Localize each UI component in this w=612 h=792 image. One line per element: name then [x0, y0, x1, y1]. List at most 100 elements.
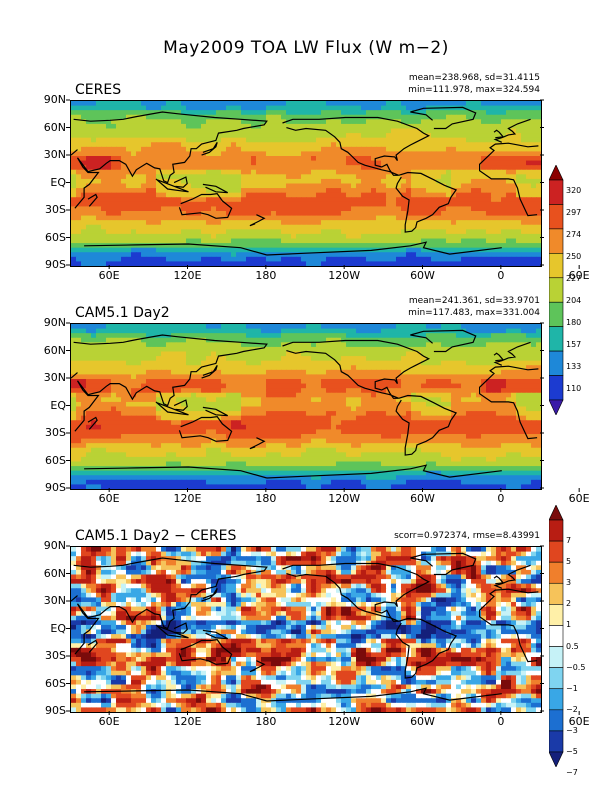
y-tick-label: 60S: [45, 453, 66, 467]
coastlines: [71, 329, 539, 479]
coastline-4: [410, 106, 477, 130]
colorbar-abs-label: 133: [566, 362, 582, 371]
panel-stats: mean=241.361, sd=33.9701 min=117.483, max…: [408, 295, 540, 319]
x-tick-label: 120E: [173, 492, 202, 505]
y-tick-label: 60N: [43, 566, 66, 580]
coastline-0: [71, 334, 539, 440]
map-field: [70, 323, 542, 490]
y-tick-label: EQ: [50, 175, 66, 189]
panel-stats: scorr=0.972374, rmse=8.43991: [394, 530, 540, 542]
coastline-8: [173, 622, 188, 634]
x-tick-label: 60E: [98, 269, 120, 282]
y-tick-label: 30N: [43, 371, 66, 384]
coastline-10: [493, 575, 505, 585]
x-tick-label: 60W: [410, 269, 435, 282]
y-tick-label: 60N: [43, 120, 66, 134]
colorbar-abs-label: 297: [566, 208, 582, 217]
colorbar-diff-label: −3: [566, 725, 578, 735]
coastline-7: [202, 183, 228, 194]
y-tick-label: 90S: [45, 481, 66, 494]
y-tick-label: EQ: [50, 621, 66, 635]
colorbar-diff-label: 7: [566, 536, 572, 546]
y-tick-label: 30S: [45, 649, 66, 662]
y-tick-label: 90S: [45, 258, 66, 271]
coastline-5: [84, 241, 502, 256]
y-tick-label: 60S: [45, 230, 66, 244]
map-field: [70, 100, 542, 267]
coastline-8: [173, 176, 188, 188]
coastline-10: [493, 129, 505, 139]
x-tick-label: 60W: [410, 492, 435, 505]
stats-line-2: min=111.978, max=324.594: [408, 85, 540, 95]
coastline-7: [202, 629, 228, 640]
coastlines: [71, 106, 539, 256]
x-tick-label: 60W: [410, 715, 435, 728]
stats-line-2: min=117.483, max=331.004: [408, 308, 540, 318]
coastline-2: [282, 562, 431, 622]
colorbar-diff-label: −7: [566, 768, 578, 778]
coastline-3: [395, 617, 458, 679]
colorbar-abs-label: 274: [566, 230, 582, 239]
coastline-11: [87, 193, 98, 207]
coastline-12: [249, 660, 266, 673]
y-tick-label: 60S: [45, 676, 66, 690]
coastline-2: [282, 339, 431, 399]
coastline-6: [155, 624, 189, 639]
stats-line-1: mean=238.968, sd=31.4115: [408, 73, 540, 83]
colorbar-abs-label: 250: [566, 252, 582, 261]
coastline-0: [71, 111, 539, 217]
colorbar-diff-label: −2: [566, 704, 578, 714]
coastline-11: [87, 416, 98, 430]
y-tick-label: 30N: [43, 594, 66, 607]
colorbar-abs-label: 204: [566, 296, 582, 305]
coastlines: [71, 552, 539, 702]
x-tick-label: 60E: [98, 492, 120, 505]
x-tick-label: 120W: [328, 269, 361, 282]
coastline-3: [395, 394, 458, 456]
coastline-11: [87, 639, 98, 653]
coastline-1: [178, 638, 233, 665]
colorbar-abs-label: 180: [566, 318, 582, 327]
coastline-12: [249, 214, 266, 227]
coastline-4: [410, 552, 477, 576]
colorbar-abs-label: 320: [566, 186, 582, 195]
coastline-5: [84, 464, 502, 479]
colorbar-diff-label: 2: [566, 599, 572, 609]
coastline-1: [178, 415, 233, 442]
coastline-9: [201, 364, 218, 379]
coastline-2: [282, 116, 431, 176]
x-tick-label: 120W: [328, 492, 361, 505]
y-tick-label: 30S: [45, 203, 66, 216]
colorbar-abs-label: 227: [566, 274, 582, 283]
x-tick-label: 180: [255, 715, 277, 728]
y-tick-label: 90N: [43, 316, 66, 329]
colorbar-abs-label: 157: [566, 340, 582, 349]
colorbar-diff-label: 5: [566, 557, 572, 567]
y-tick-label: 90S: [45, 704, 66, 717]
coastline-4: [410, 329, 477, 353]
x-tick-label: 60E: [568, 492, 590, 505]
coastline-6: [155, 401, 189, 416]
coastline-9: [201, 587, 218, 602]
x-tick-label: 120E: [173, 715, 202, 728]
y-tick-label: EQ: [50, 398, 66, 412]
field-cells: [71, 101, 541, 266]
x-tick-label: 0: [497, 269, 505, 282]
colorbar-diff-label: 0.5: [566, 641, 579, 651]
x-tick-label: 120W: [328, 715, 361, 728]
coastline-7: [202, 406, 228, 417]
colorbar-diff-label: −1: [566, 683, 578, 693]
field-cells: [71, 547, 541, 712]
y-tick-label: 90N: [43, 93, 66, 106]
colorbar-diff-label: −5: [566, 747, 578, 756]
coastline-9: [201, 141, 218, 156]
y-tick-label: 30N: [43, 148, 66, 161]
x-tick-label: 180: [255, 269, 277, 282]
coastline-6: [155, 178, 189, 193]
colorbar-diff-label: 1: [566, 620, 572, 630]
coastline-0: [71, 557, 539, 663]
y-tick-label: 30S: [45, 426, 66, 439]
coastline-5: [84, 687, 502, 702]
